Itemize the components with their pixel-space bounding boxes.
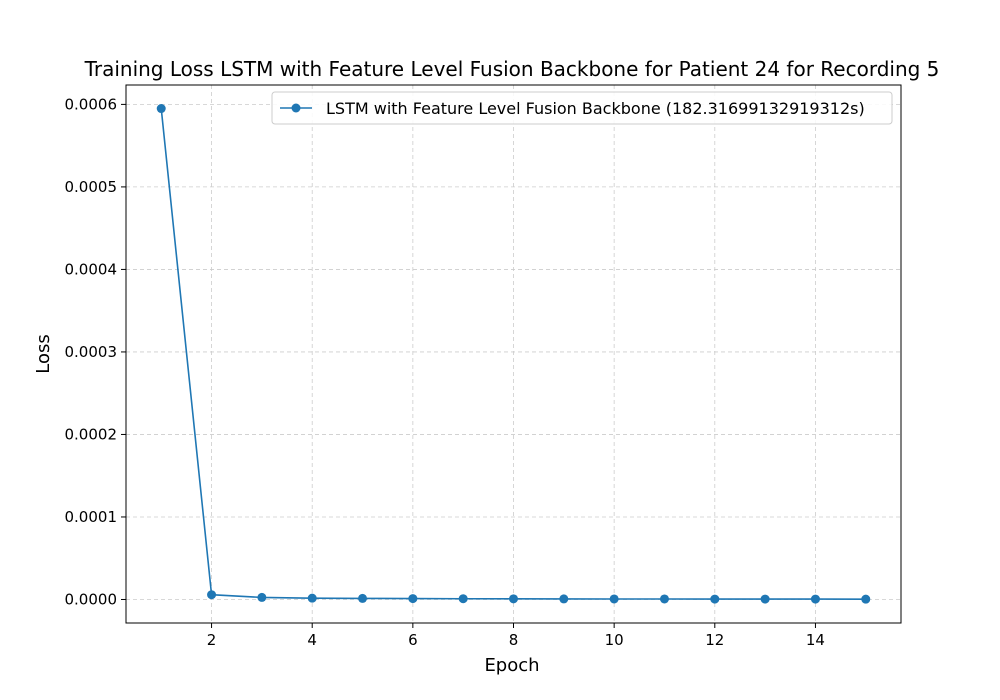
data-point <box>509 594 518 604</box>
series-layer <box>156 104 871 604</box>
y-tick-label: 0.0006 <box>65 95 118 113</box>
x-tick-label: 4 <box>307 631 317 649</box>
x-tick-label: 12 <box>705 631 724 649</box>
data-point <box>861 594 871 604</box>
chart-title: Training Loss LSTM with Feature Level Fu… <box>84 57 940 81</box>
y-tick-label: 0.0000 <box>65 590 118 608</box>
data-point <box>659 594 669 604</box>
data-point <box>307 593 317 603</box>
legend-marker <box>291 103 301 113</box>
y-tick-label: 0.0005 <box>65 178 118 196</box>
legend-label: LSTM with Feature Level Fusion Backbone … <box>326 99 865 118</box>
x-tick-label: 8 <box>509 631 519 649</box>
x-axis-label: Epoch <box>484 655 539 676</box>
y-axis-label: Loss <box>33 334 54 373</box>
x-tick-label: 6 <box>408 631 418 649</box>
y-tick-label: 0.0001 <box>65 508 118 526</box>
data-point <box>156 104 166 114</box>
grid <box>126 85 901 623</box>
legend-box <box>271 91 893 125</box>
y-tick-label: 0.0004 <box>65 260 118 278</box>
x-tick-label: 2 <box>207 631 217 649</box>
data-point <box>559 594 569 604</box>
data-point <box>257 592 267 602</box>
y-tick-label: 0.0002 <box>65 425 118 443</box>
data-point <box>207 590 217 600</box>
x-tick-label: 10 <box>605 631 624 649</box>
data-point <box>710 594 720 604</box>
data-point <box>358 593 368 603</box>
y-tick-label: 0.0003 <box>65 343 118 361</box>
data-point <box>458 594 468 604</box>
data-point <box>609 594 619 604</box>
data-point <box>760 594 770 604</box>
x-tick-label: 14 <box>806 631 825 649</box>
axes: 2 4 6 8 10 12 14 0.0000 0.0001 0.0002 0.0003 0.0004… <box>65 84 902 649</box>
data-point <box>810 594 820 604</box>
data-point <box>408 594 418 604</box>
legend: LSTM with Feature Level Fusion Backbone … <box>271 91 893 125</box>
